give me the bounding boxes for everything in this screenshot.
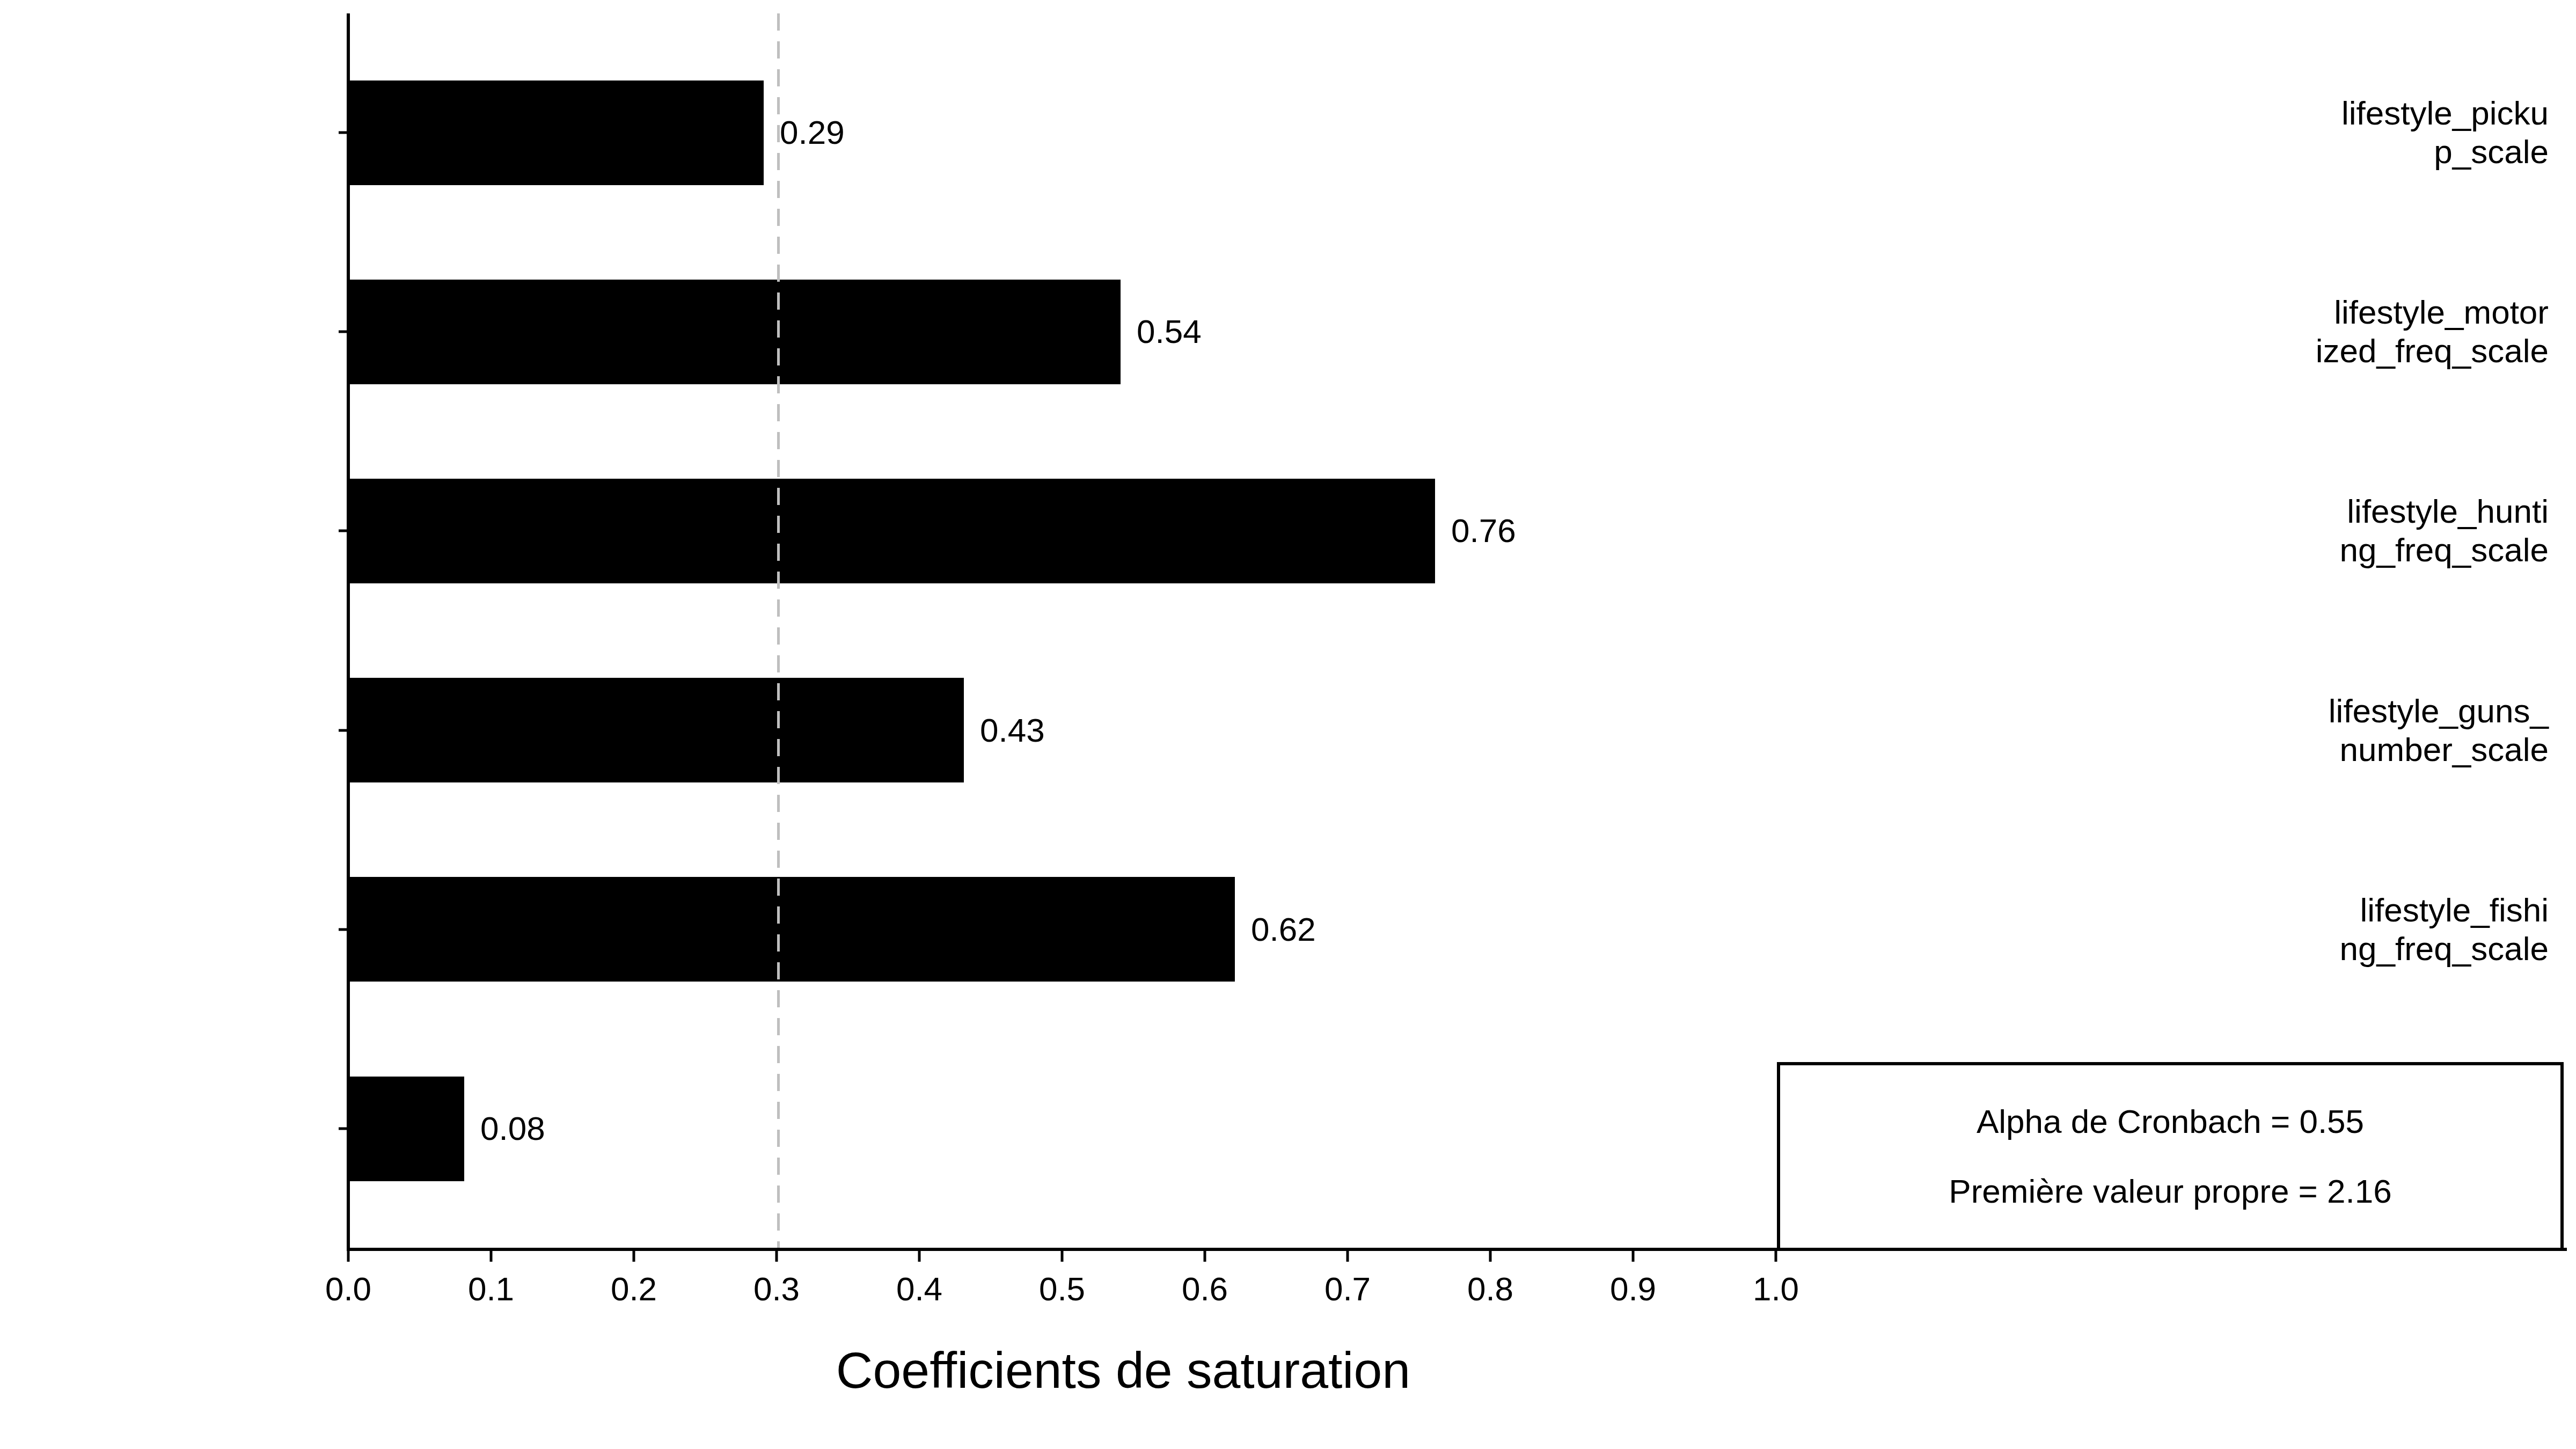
threshold-reference-line	[777, 13, 780, 1248]
x-axis-tick	[347, 1251, 350, 1262]
y-axis-label-lifestyle_pickup_scale: lifestyle_pickup_scale	[2341, 94, 2549, 171]
x-axis-title: Coefficients de saturation	[347, 1341, 1900, 1400]
y-axis-tick	[339, 131, 347, 134]
x-axis-tick	[1204, 1251, 1206, 1262]
x-axis-tick	[1061, 1251, 1064, 1262]
x-axis-tick-label: 0.0	[325, 1270, 371, 1308]
x-axis-tick-label: 0.5	[1039, 1270, 1085, 1308]
x-axis-tick-label: 0.3	[753, 1270, 800, 1308]
x-axis-tick	[1632, 1251, 1635, 1262]
x-axis-tick-label: 0.8	[1467, 1270, 1513, 1308]
bar-value-label: 0.29	[780, 116, 845, 149]
bar-lifestyle_pickup_scale	[350, 80, 764, 185]
bar-value-label: 0.62	[1251, 913, 1316, 946]
y-axis-label-lifestyle_guns_number_scale: lifestyle_guns_number_scale	[2329, 692, 2549, 769]
y-axis-tick	[339, 331, 347, 333]
bar-lifestyle_eat_meat_freq_scale	[350, 1077, 464, 1181]
figure: 0.29 lifestyle_pickup_scale 0.54 lifestyle_…	[0, 0, 2576, 1449]
annotation-cronbach-alpha: Alpha de Cronbach = 0.55	[1977, 1105, 2364, 1138]
bar-lifestyle_motorized_freq_scale	[350, 280, 1121, 384]
bar-lifestyle_hunting_freq_scale	[350, 479, 1435, 583]
x-axis-tick	[918, 1251, 921, 1262]
y-axis-tick	[339, 530, 347, 532]
x-axis-tick-label: 0.4	[896, 1270, 942, 1308]
y-axis-label-lifestyle_hunting_freq_scale: lifestyle_hunting_freq_scale	[2340, 492, 2549, 569]
y-axis-tick	[339, 729, 347, 732]
x-axis-tick	[1346, 1251, 1349, 1262]
y-axis-label-lifestyle_motorized_freq_scale: lifestyle_motorized_freq_scale	[2316, 293, 2549, 370]
x-axis-tick	[490, 1251, 493, 1262]
x-axis-tick-label: 0.1	[468, 1270, 514, 1308]
annotation-first-eigenvalue: Première valeur propre = 2.16	[1949, 1175, 2391, 1208]
y-axis-tick	[339, 928, 347, 931]
bar-value-label: 0.76	[1451, 514, 1516, 547]
y-axis-tick	[339, 1128, 347, 1130]
annotation-box: Alpha de Cronbach = 0.55 Première valeur…	[1777, 1062, 2564, 1251]
x-axis-tick	[775, 1251, 778, 1262]
y-axis-label-lifestyle_fishing_freq_scale: lifestyle_fishing_freq_scale	[2340, 891, 2549, 968]
x-axis-tick-label: 1.0	[1753, 1270, 1799, 1308]
x-axis-tick-label: 0.2	[611, 1270, 657, 1308]
x-axis-tick-label: 0.6	[1182, 1270, 1228, 1308]
x-axis-tick	[1489, 1251, 1492, 1262]
bar-value-label: 0.43	[980, 714, 1045, 747]
bar-lifestyle_fishing_freq_scale	[350, 877, 1235, 982]
x-axis-tick	[1775, 1251, 1777, 1262]
bar-value-label: 0.54	[1137, 315, 1202, 348]
bar-value-label: 0.08	[480, 1112, 545, 1145]
x-axis-tick-label: 0.9	[1610, 1270, 1656, 1308]
x-axis-tick-label: 0.7	[1324, 1270, 1371, 1308]
bar-lifestyle_guns_number_scale	[350, 678, 964, 782]
x-axis-tick	[633, 1251, 635, 1262]
